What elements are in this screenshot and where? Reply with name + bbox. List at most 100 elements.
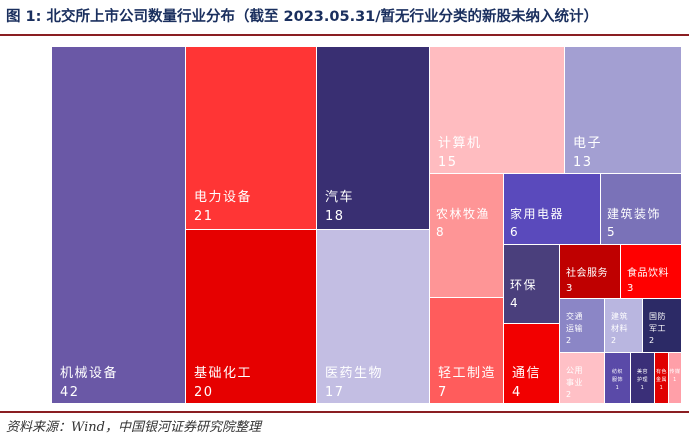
- treemap-cell: 基础化工 20: [186, 230, 316, 403]
- treemap-tile: [643, 299, 681, 352]
- treemap-tile: [621, 245, 681, 298]
- treemap-cell: 汽车 18: [317, 47, 429, 229]
- tile-label: 轻工制造: [438, 366, 496, 381]
- tile-label: 汽车: [325, 189, 354, 205]
- tile-label: 电子: [573, 136, 602, 151]
- tile-value: 42: [60, 385, 80, 400]
- treemap-tile: [631, 353, 654, 403]
- tile-label: 交通: [566, 311, 583, 321]
- tile-value: 2: [566, 390, 572, 399]
- treemap-cell: 传媒 1: [669, 353, 681, 403]
- tile-label: 农林牧渔: [436, 207, 490, 221]
- source-rule: [0, 411, 689, 413]
- treemap-tile: [430, 298, 503, 403]
- tile-label: 医药生物: [325, 366, 383, 381]
- treemap-tile: [317, 230, 429, 403]
- tile-value: 1: [660, 385, 664, 391]
- treemap-cell: 电力设备 21: [186, 47, 316, 229]
- tile-value: 21: [194, 209, 214, 224]
- tile-label: 军工: [649, 324, 666, 333]
- treemap-cell: 建筑装饰 5: [601, 174, 681, 244]
- tile-label: 材料: [611, 323, 628, 333]
- treemap-cell: 家用电器 6: [504, 174, 600, 244]
- tile-value: 3: [566, 283, 573, 294]
- treemap-tile: [605, 353, 630, 403]
- treemap-cell: 农林牧渔 8: [430, 174, 503, 297]
- tile-value: 8: [436, 225, 445, 239]
- tile-value: 18: [325, 209, 345, 224]
- tile-label: 通信: [512, 366, 541, 381]
- tile-label: 机械设备: [60, 365, 118, 381]
- tile-label: 国防: [649, 311, 666, 321]
- tile-label: 传媒: [669, 368, 680, 375]
- treemap-cell: 计算机 15: [430, 47, 564, 173]
- tile-label: 计算机: [438, 136, 482, 151]
- tile-value: 7: [438, 385, 448, 400]
- treemap-tile: [504, 245, 559, 323]
- tile-value: 20: [194, 385, 214, 400]
- tile-label: 公用: [566, 366, 583, 375]
- tile-value: 2: [566, 336, 572, 345]
- tile-label: 美容: [637, 368, 648, 375]
- treemap-tile: [560, 299, 604, 352]
- tile-label: 建筑装饰: [607, 206, 661, 221]
- treemap-cell: 轻工制造 7: [430, 298, 503, 403]
- tile-label: 建筑: [611, 311, 628, 321]
- tile-value: 4: [510, 296, 519, 310]
- treemap-tile: [504, 324, 559, 403]
- treemap-tile: [560, 245, 620, 298]
- tile-label: 有色: [656, 368, 667, 375]
- tile-label: 环保: [510, 278, 537, 292]
- tile-label: 电力设备: [194, 189, 252, 205]
- source-note: 资料来源：Wind，中国银河证券研究院整理: [6, 420, 261, 435]
- title-rule: [0, 34, 689, 36]
- treemap-cell: 通信 4: [504, 324, 559, 403]
- treemap-tile: [655, 353, 668, 403]
- treemap-tile: [605, 299, 642, 352]
- tile-value: 2: [649, 336, 655, 345]
- chart-title: 图 1: 北交所上市公司数量行业分布（截至 2023.05.31/暂无行业分类的…: [6, 9, 599, 25]
- treemap-tile: [669, 353, 681, 403]
- treemap-tile: [52, 47, 185, 403]
- tile-value: 17: [325, 385, 345, 400]
- treemap-cell: 环保 4: [504, 245, 559, 323]
- tile-value: 3: [627, 283, 634, 294]
- tile-value: 1: [673, 377, 677, 383]
- treemap-tile: [317, 47, 429, 229]
- tile-label: 金属: [656, 376, 667, 383]
- treemap-tile: [601, 174, 681, 244]
- tile-value: 4: [512, 385, 522, 400]
- treemap-tile: [565, 47, 681, 173]
- treemap-cell: 食品饮料 3: [621, 245, 681, 298]
- tile-label: 运输: [566, 323, 583, 333]
- tile-value: 5: [607, 225, 616, 239]
- tile-value: 1: [641, 385, 645, 391]
- treemap-tile: [186, 230, 316, 403]
- tile-label: 护理: [637, 376, 648, 383]
- tile-label: 事业: [566, 377, 583, 387]
- tile-label: 社会服务: [566, 266, 608, 279]
- treemap-cell: 机械设备 42: [52, 47, 185, 403]
- tile-label: 食品饮料: [627, 266, 669, 279]
- treemap-cell: 社会服务 3: [560, 245, 620, 298]
- tile-value: 2: [611, 336, 617, 345]
- treemap-tile: [504, 174, 600, 244]
- treemap-tile: [186, 47, 316, 229]
- tile-label: 纺织: [612, 368, 623, 375]
- treemap-tile: [430, 174, 503, 297]
- tile-label: 家用电器: [510, 206, 564, 221]
- tile-value: 15: [438, 155, 458, 170]
- treemap-tile: [560, 353, 604, 403]
- treemap-cell: 医药生物 17: [317, 230, 429, 403]
- tile-value: 1: [616, 385, 620, 391]
- tile-value: 13: [573, 155, 593, 170]
- treemap-cell: 电子 13: [565, 47, 681, 173]
